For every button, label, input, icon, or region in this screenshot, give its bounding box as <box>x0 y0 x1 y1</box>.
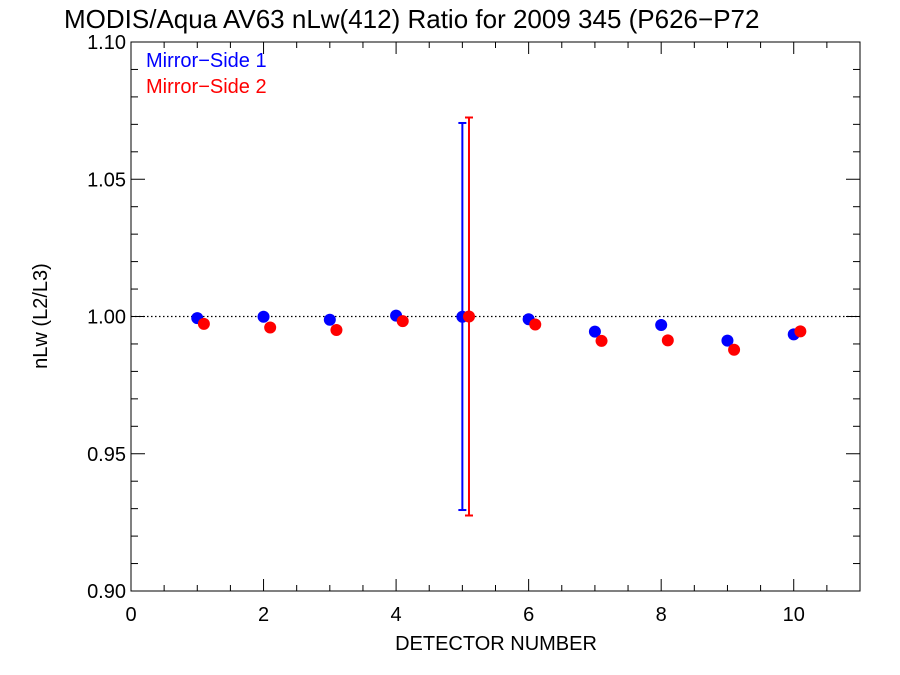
y-tick-label: 1.05 <box>87 169 126 191</box>
y-axis-ticks <box>131 41 860 592</box>
data-point-series-2 <box>661 334 674 347</box>
data-point-series-2 <box>728 343 741 356</box>
data-point-series-1 <box>257 310 270 323</box>
y-tick-label: 1.00 <box>87 307 126 329</box>
y-tick-label: 1.10 <box>87 32 126 54</box>
data-points <box>191 309 807 356</box>
data-point-series-2 <box>197 317 210 330</box>
y-tick-label: 0.95 <box>87 444 126 466</box>
x-tick-label: 8 <box>656 604 667 626</box>
data-point-series-2 <box>330 323 343 336</box>
data-point-series-1 <box>588 325 601 338</box>
data-point-series-2 <box>794 325 807 338</box>
x-axis-label: DETECTOR NUMBER <box>395 633 597 655</box>
x-axis-ticks <box>130 42 861 591</box>
y-axis-tick-labels: 0.90 0.95 1.00 1.05 1.10 <box>87 32 126 603</box>
x-tick-label: 4 <box>391 604 402 626</box>
legend-entry-1: Mirror−Side 1 <box>146 50 267 72</box>
x-tick-label: 2 <box>258 604 269 626</box>
x-axis-tick-labels: 0 2 4 6 8 10 <box>125 604 804 626</box>
legend: Mirror−Side 1 Mirror−Side 2 <box>146 50 267 98</box>
data-point-series-1 <box>323 313 336 326</box>
y-tick-label: 0.90 <box>87 581 126 603</box>
data-point-series-2 <box>595 334 608 347</box>
data-point-series-2 <box>529 318 542 331</box>
data-point-series-1 <box>721 334 734 347</box>
x-tick-label: 0 <box>125 604 136 626</box>
x-tick-label: 6 <box>523 604 534 626</box>
data-point-series-1 <box>655 319 668 332</box>
data-point-series-2 <box>396 315 409 328</box>
data-point-series-2 <box>462 310 475 323</box>
x-tick-label: 10 <box>783 604 805 626</box>
legend-entry-2: Mirror−Side 2 <box>146 76 267 98</box>
y-axis-label: nLw (L2/L3) <box>30 263 52 369</box>
chart-title: MODIS/Aqua AV63 nLw(412) Ratio for 2009 … <box>64 4 759 34</box>
data-point-series-2 <box>264 321 277 334</box>
